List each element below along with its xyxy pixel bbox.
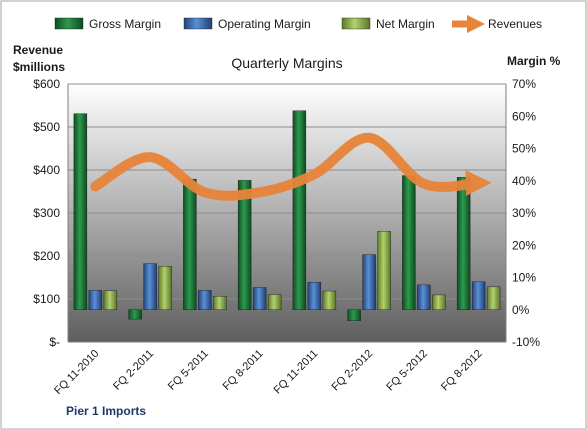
left-tick-label: $200 — [33, 249, 60, 263]
bar-gross-margin — [402, 175, 416, 310]
right-tick-label: 50% — [512, 142, 536, 156]
right-tick-label: 30% — [512, 206, 536, 220]
legend-swatch — [341, 17, 371, 30]
right-tick-label: 10% — [512, 271, 536, 285]
bar-net-margin — [432, 294, 446, 310]
bar-series — [73, 110, 501, 321]
bar-net-margin — [158, 266, 172, 310]
legend-swatch — [183, 17, 213, 30]
bar-operating-margin — [252, 287, 267, 310]
left-tick-label: $400 — [33, 163, 60, 177]
chart-title: Quarterly Margins — [231, 55, 342, 71]
bar-gross-margin — [183, 178, 197, 310]
bar-gross-margin — [292, 110, 307, 310]
legend-label: Gross Margin — [89, 17, 161, 31]
bar-gross-margin — [237, 180, 252, 310]
left-tick-label: $100 — [33, 292, 60, 306]
bar-net-margin — [213, 296, 227, 310]
bar-operating-margin — [143, 263, 157, 310]
left-axis-title-line1: Revenue — [13, 43, 63, 57]
bar-operating-margin — [471, 281, 486, 310]
left-axis-title-line2: $millions — [13, 60, 65, 74]
left-tick-label: $500 — [33, 120, 60, 134]
legend-label: Net Margin — [376, 17, 435, 31]
company-name: Pier 1 Imports — [66, 404, 146, 418]
left-tick-label: $- — [49, 335, 60, 349]
bar-operating-margin — [88, 290, 103, 310]
right-tick-label: 0% — [512, 303, 530, 317]
legend: Gross Margin Operating Margin Net Margin Re… — [54, 14, 542, 34]
bar-net-margin — [103, 290, 118, 310]
gridlines — [68, 83, 506, 300]
right-tick-label: 60% — [512, 109, 536, 123]
revenues-line — [90, 132, 492, 201]
legend-label: Revenues — [488, 17, 542, 31]
revenue-series — [90, 132, 492, 201]
left-tick-label: $300 — [33, 206, 60, 220]
right-tick-label: -10% — [512, 335, 540, 349]
legend-swatch — [54, 17, 84, 30]
bar-gross-margin — [73, 113, 88, 310]
right-axis-title: Margin % — [507, 54, 561, 68]
bar-net-margin — [377, 231, 391, 310]
right-tick-label: 20% — [512, 238, 536, 252]
bar-gross-margin — [128, 309, 142, 320]
bar-net-margin — [322, 290, 337, 310]
bar-operating-margin — [417, 284, 431, 310]
right-tick-label: 70% — [512, 77, 536, 91]
bar-operating-margin — [307, 282, 322, 310]
bar-net-margin — [267, 294, 282, 310]
bar-operating-margin — [198, 290, 212, 310]
right-tick-label: 40% — [512, 174, 536, 188]
left-tick-label: $600 — [33, 77, 60, 91]
bar-net-margin — [486, 286, 501, 310]
legend-label: Operating Margin — [218, 17, 311, 31]
bar-operating-margin — [362, 254, 376, 310]
bar-gross-margin — [456, 177, 471, 310]
bar-gross-margin — [347, 309, 361, 321]
